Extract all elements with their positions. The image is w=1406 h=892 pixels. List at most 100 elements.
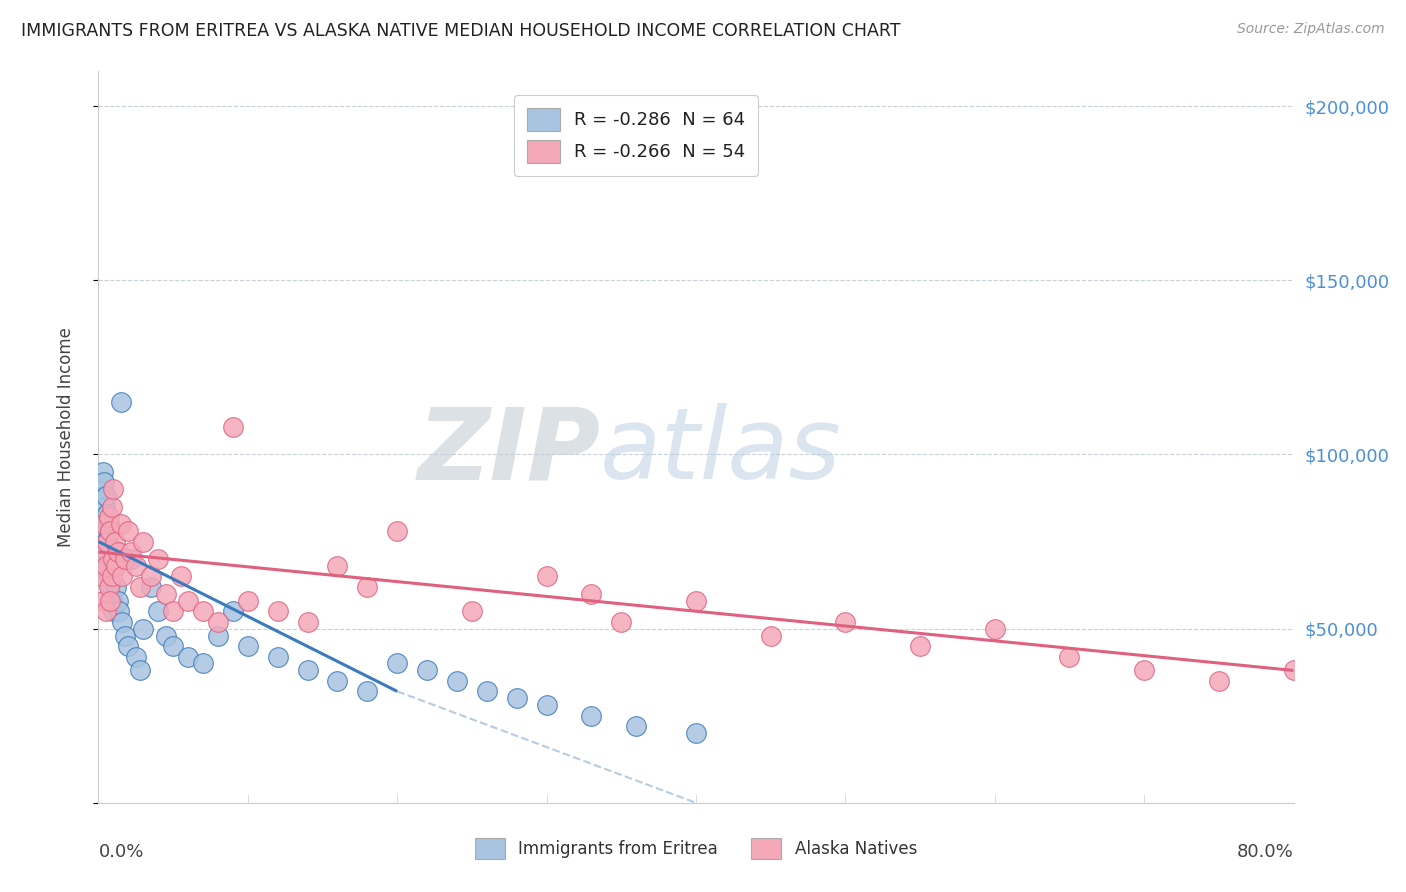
Point [93, 475, 115, 490]
Point [98, 580, 122, 594]
Y-axis label: Median Household Income: Median Household Income [56, 327, 75, 547]
Point [94, 500, 117, 514]
Point [120, 545, 142, 559]
Point [89, 534, 111, 549]
Point [91, 483, 114, 497]
Text: Source: ZipAtlas.com: Source: ZipAtlas.com [1237, 22, 1385, 37]
Point [162, 604, 184, 618]
Point [610, 615, 633, 629]
Point [90, 558, 112, 573]
Point [581, 708, 603, 723]
Point [191, 604, 214, 618]
Point [97, 510, 120, 524]
Point [117, 524, 139, 538]
Point [207, 615, 229, 629]
Point [96, 558, 118, 573]
Point [98, 594, 122, 608]
Point [191, 657, 214, 671]
Point [91, 545, 114, 559]
Point [908, 639, 931, 653]
Point [94, 489, 117, 503]
Point [356, 580, 378, 594]
Point [759, 629, 782, 643]
Point [155, 587, 177, 601]
Point [93, 517, 115, 532]
Point [446, 673, 468, 688]
Text: 0.0%: 0.0% [98, 843, 143, 861]
Point [93, 489, 115, 503]
Point [297, 615, 319, 629]
Point [834, 615, 856, 629]
Point [114, 629, 136, 643]
Point [101, 569, 124, 583]
Point [984, 622, 1007, 636]
Point [94, 552, 117, 566]
Point [132, 534, 155, 549]
Point [685, 726, 707, 740]
Point [111, 615, 134, 629]
Point [94, 558, 117, 573]
Point [101, 500, 124, 514]
Point [94, 604, 117, 618]
Point [103, 483, 125, 497]
Point [105, 580, 128, 594]
Point [148, 552, 170, 566]
Point [97, 580, 120, 594]
Point [90, 517, 112, 532]
Point [91, 594, 114, 608]
Point [91, 510, 114, 524]
Point [685, 594, 707, 608]
Point [96, 507, 118, 521]
Point [103, 552, 125, 566]
Point [107, 545, 129, 559]
Point [96, 534, 118, 549]
Point [93, 527, 115, 541]
Point [129, 580, 152, 594]
Point [267, 604, 290, 618]
Point [108, 604, 131, 618]
Point [125, 558, 148, 573]
Point [581, 587, 603, 601]
Point [326, 558, 349, 573]
Point [385, 657, 409, 671]
Point [103, 604, 125, 618]
Point [207, 629, 229, 643]
Point [105, 558, 128, 573]
Point [104, 558, 127, 573]
Point [1208, 673, 1230, 688]
Point [385, 524, 409, 538]
Point [222, 604, 245, 618]
Point [91, 465, 114, 479]
Point [107, 594, 129, 608]
Point [98, 524, 122, 538]
Text: atlas: atlas [600, 403, 842, 500]
Point [97, 531, 120, 545]
Point [177, 594, 200, 608]
Point [1133, 664, 1156, 678]
Point [356, 684, 378, 698]
Point [506, 691, 529, 706]
Point [297, 664, 319, 678]
Point [461, 604, 484, 618]
Text: IMMIGRANTS FROM ERITREA VS ALASKA NATIVE MEDIAN HOUSEHOLD INCOME CORRELATION CHA: IMMIGRANTS FROM ERITREA VS ALASKA NATIVE… [21, 22, 901, 40]
Point [97, 517, 120, 532]
Point [536, 698, 558, 713]
Point [267, 649, 290, 664]
Point [139, 569, 162, 583]
Point [222, 419, 245, 434]
Point [1059, 649, 1081, 664]
Point [97, 569, 120, 583]
Point [117, 639, 139, 653]
Point [96, 545, 118, 559]
Point [90, 569, 112, 583]
Point [111, 569, 134, 583]
Legend: Immigrants from Eritrea, Alaska Natives: Immigrants from Eritrea, Alaska Natives [467, 830, 925, 868]
Point [416, 664, 439, 678]
Point [475, 684, 498, 698]
Text: ZIP: ZIP [418, 403, 600, 500]
Point [96, 517, 118, 532]
Point [98, 524, 122, 538]
Point [120, 552, 142, 566]
Point [104, 534, 127, 549]
Point [626, 719, 648, 733]
